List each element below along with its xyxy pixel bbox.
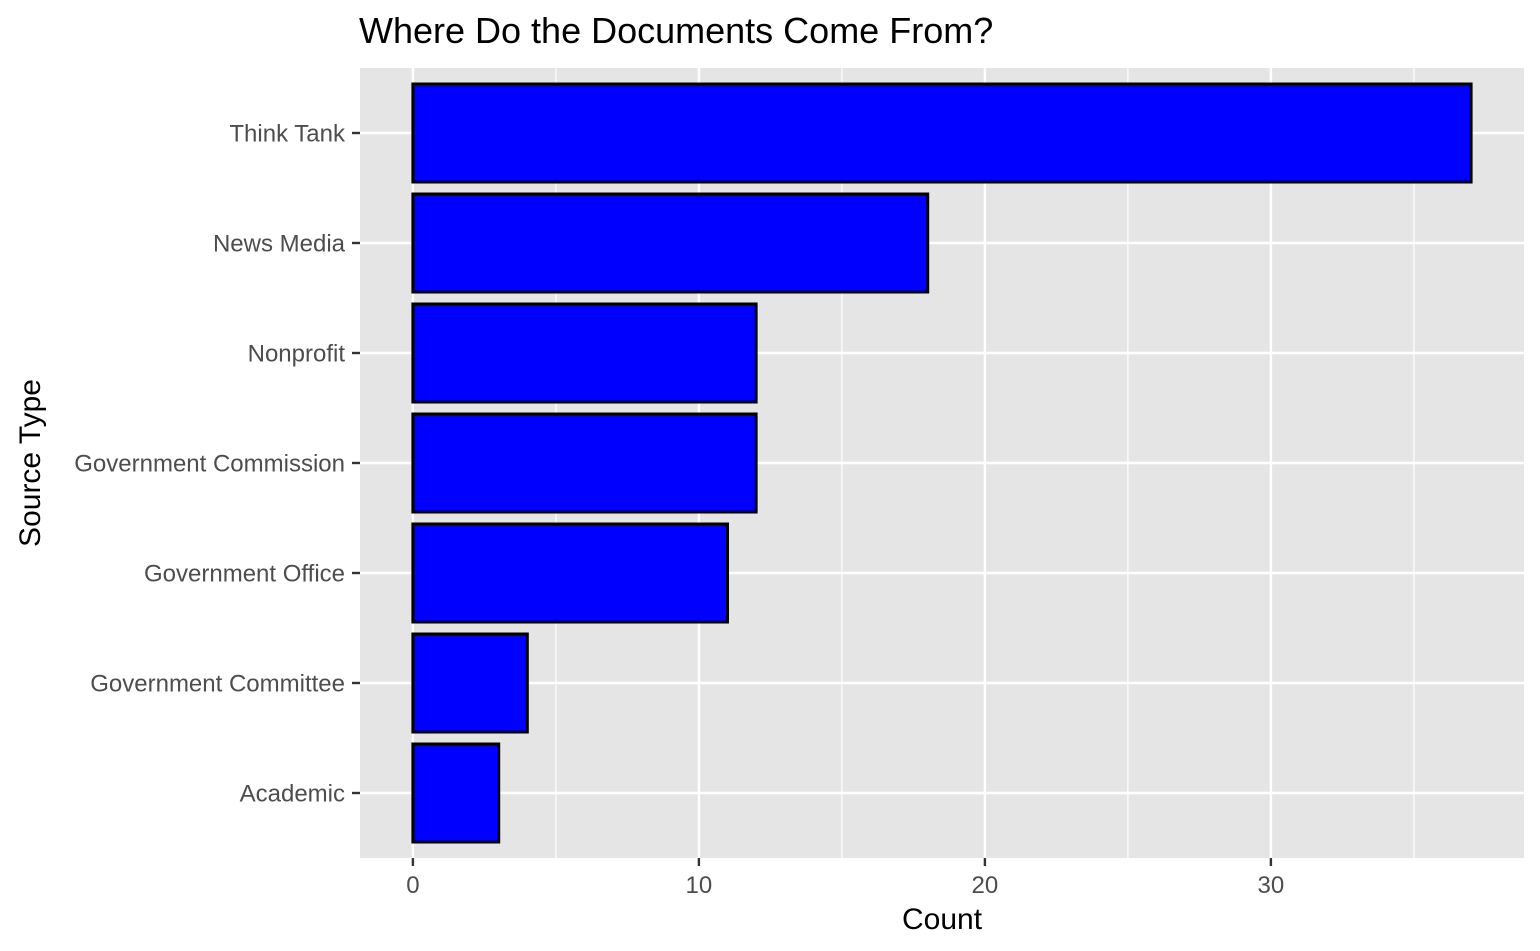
bars — [411, 82, 1473, 844]
x-axis: 0 10 20 30 — [406, 858, 1284, 899]
x-tick-label-10: 10 — [686, 872, 713, 899]
y-tick-label-government-commission: Government Commission — [74, 451, 345, 478]
bar-government-commission — [411, 412, 758, 514]
bar-government-committee — [411, 632, 529, 734]
y-tick-label-think-tank: Think Tank — [229, 121, 346, 148]
bar-nonprofit — [411, 302, 758, 404]
y-tick-label-academic: Academic — [240, 781, 345, 808]
bar-academic — [411, 742, 501, 844]
x-tick-label-20: 20 — [972, 872, 999, 899]
x-tick-label-30: 30 — [1258, 872, 1285, 899]
x-tick-label-0: 0 — [406, 872, 419, 899]
bar-news-media — [411, 192, 930, 294]
chart-title: Where Do the Documents Come From? — [359, 10, 993, 51]
y-tick-label-nonprofit: Nonprofit — [248, 341, 346, 368]
x-axis-title: Count — [902, 903, 983, 936]
bar-think-tank — [411, 82, 1473, 184]
y-tick-label-government-office: Government Office — [144, 561, 345, 588]
y-axis-title: Source Type — [14, 379, 47, 547]
y-tick-label-government-committee: Government Committee — [90, 671, 345, 698]
y-axis: Think Tank News Media Nonprofit Government … — [74, 121, 360, 808]
y-tick-label-news-media: News Media — [213, 231, 346, 258]
bar-government-office — [411, 522, 730, 624]
